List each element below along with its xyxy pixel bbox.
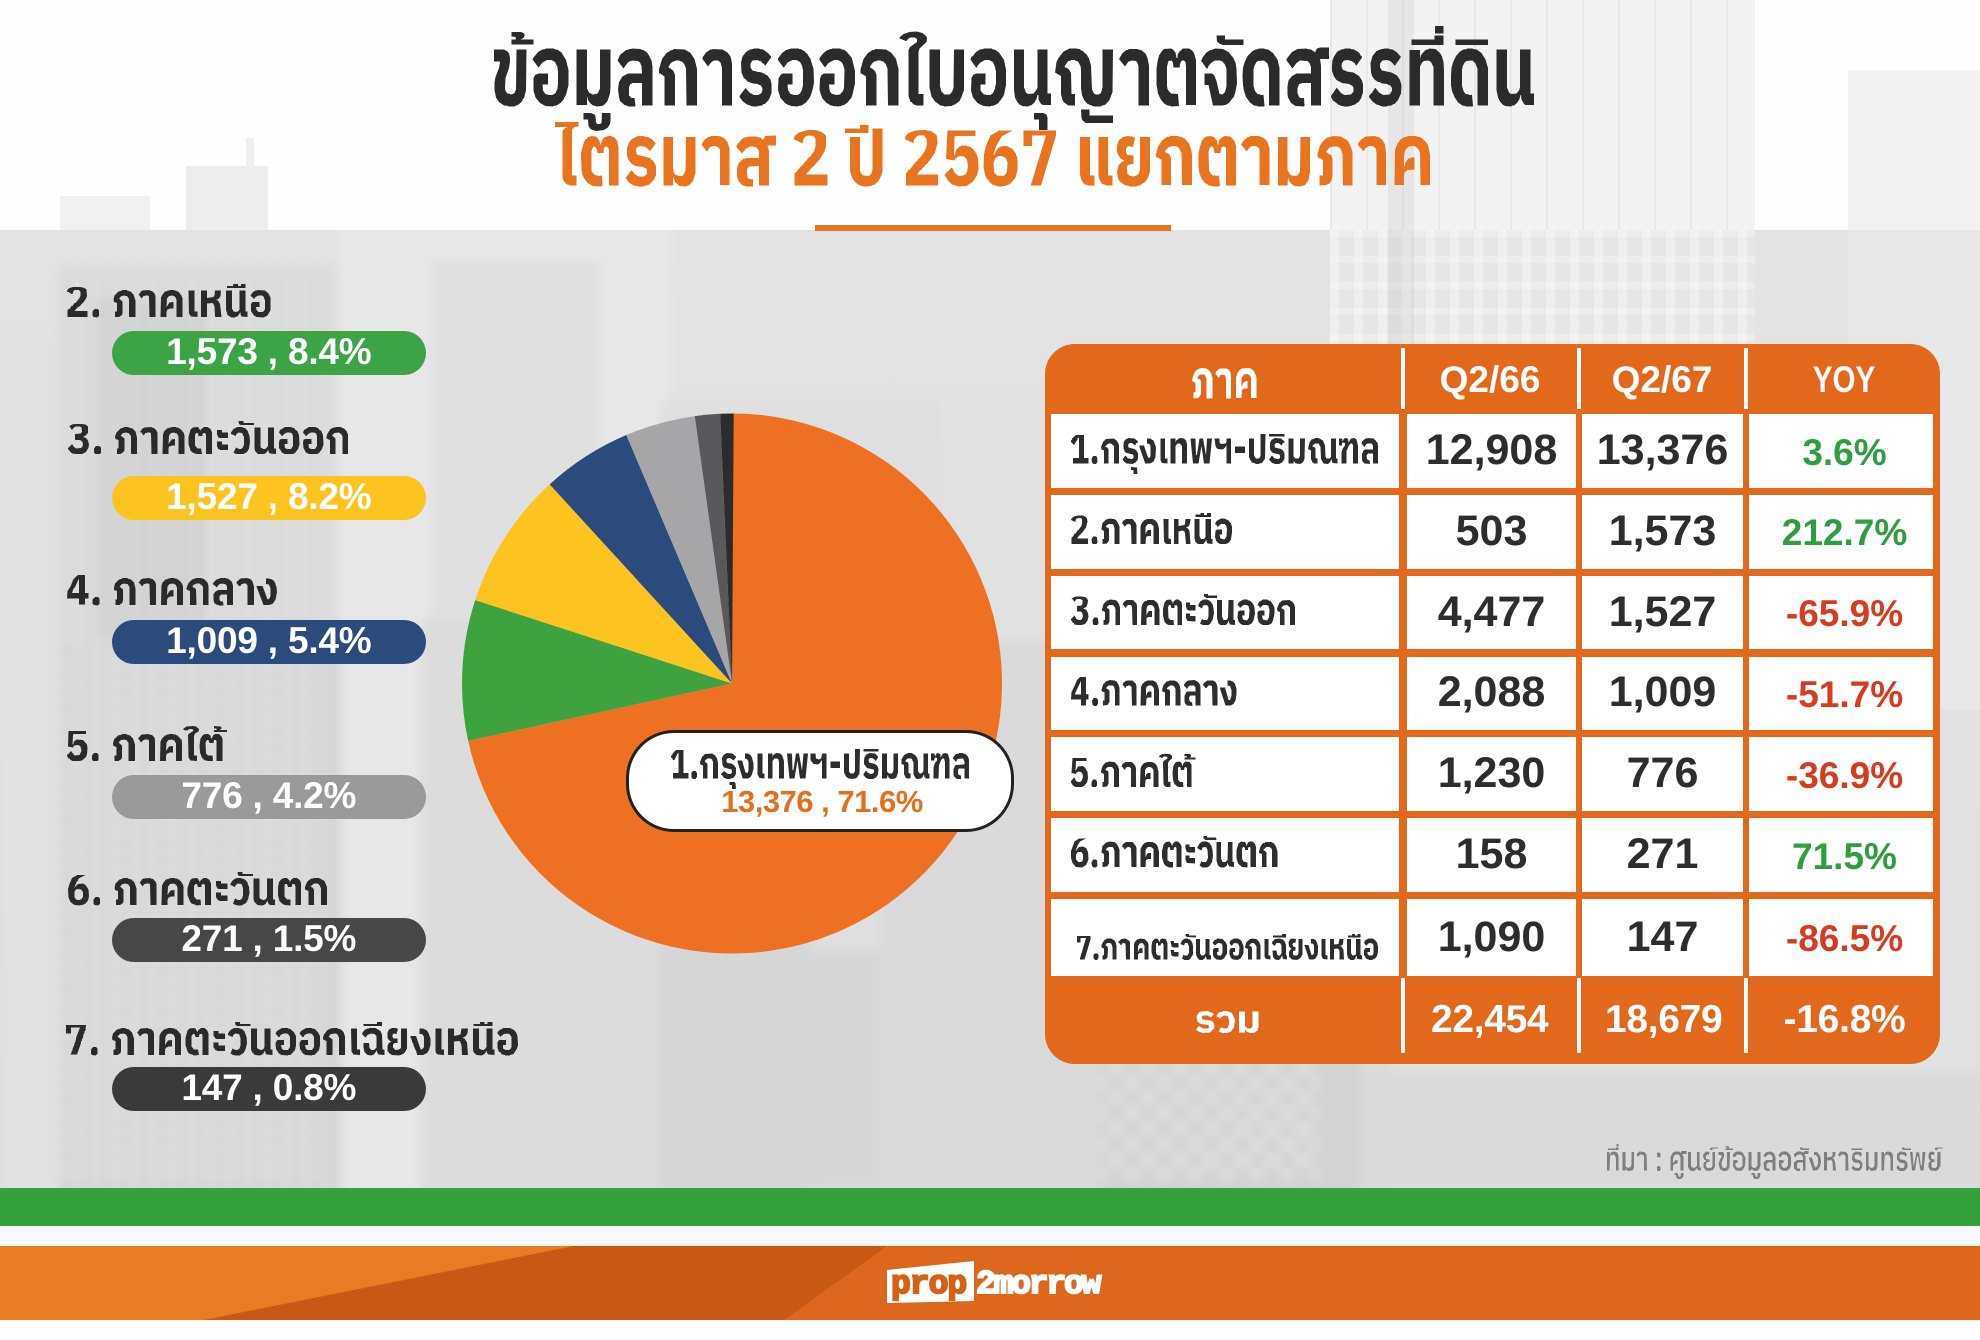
svg-text:prop: prop — [891, 1266, 966, 1303]
svg-text:2morrow: 2morrow — [976, 1266, 1102, 1303]
